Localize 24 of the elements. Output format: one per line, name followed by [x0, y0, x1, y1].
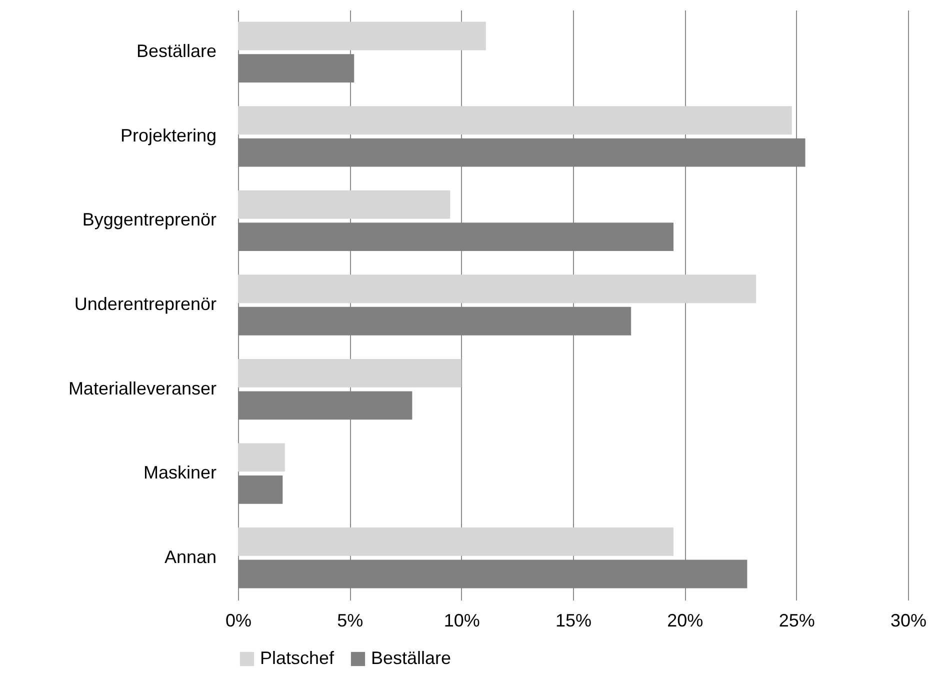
- y-tick-label: Materialleveranser: [68, 378, 217, 398]
- bar: [238, 274, 756, 304]
- bar: [238, 106, 792, 134]
- y-tick-label: Projektering: [120, 125, 216, 146]
- x-tick-label: 30%: [890, 610, 927, 630]
- y-tick-label: Maskiner: [143, 462, 216, 483]
- y-tick-label: Underentreprenör: [74, 294, 216, 314]
- legend-label: Beställare: [371, 648, 452, 668]
- bar: [238, 358, 462, 388]
- x-tick-label: 0%: [225, 610, 252, 630]
- x-tick-label: 20%: [667, 610, 704, 630]
- bar: [238, 528, 674, 556]
- x-tick-label: 10%: [444, 610, 480, 630]
- bar: [238, 476, 283, 504]
- x-tick-label: 5%: [337, 610, 364, 630]
- x-tick-label: 25%: [778, 610, 815, 630]
- bar: [238, 22, 486, 50]
- legend-label: Platschef: [260, 648, 336, 668]
- y-tick-label: Beställare: [136, 41, 216, 62]
- x-tick-label: 15%: [555, 610, 592, 630]
- y-tick-label: Annan: [164, 546, 216, 567]
- y-tick-label: Byggentreprenör: [82, 210, 216, 230]
- bar: [238, 443, 285, 472]
- bar: [238, 190, 450, 219]
